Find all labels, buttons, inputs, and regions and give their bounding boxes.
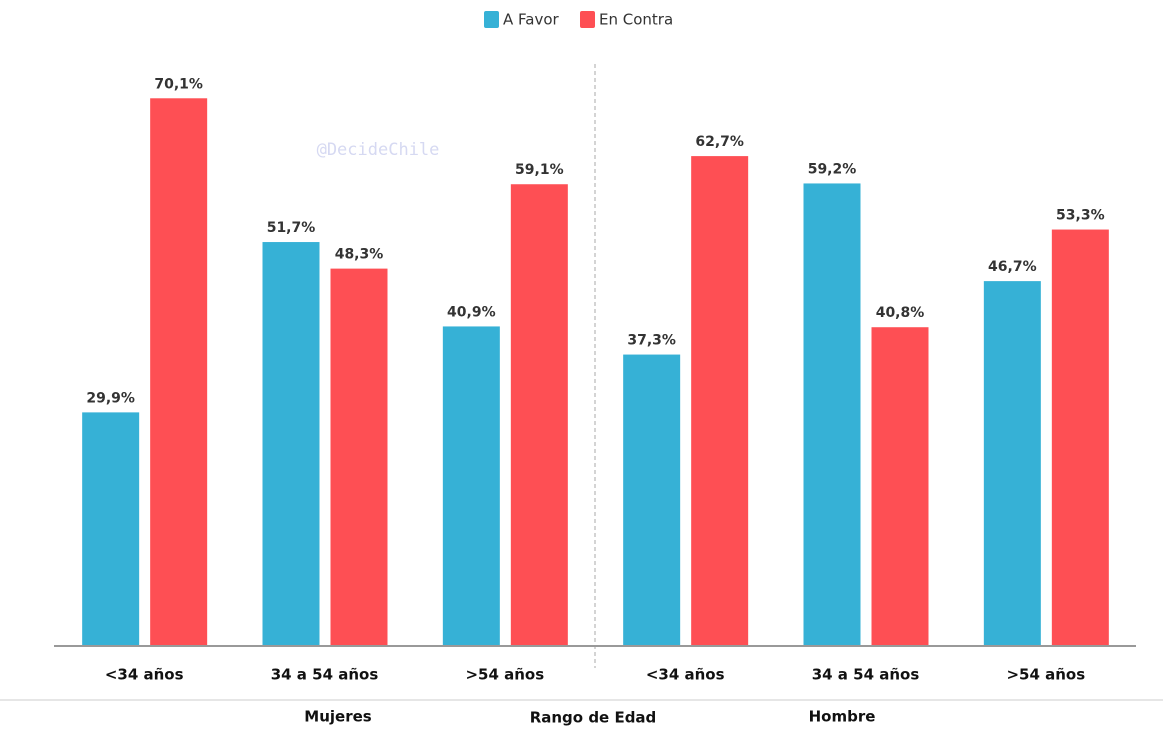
data-label: 37,3% <box>627 333 676 349</box>
x-tick-label: 34 a 54 años <box>271 666 379 684</box>
bar <box>691 156 749 646</box>
data-label: 70,1% <box>154 76 203 92</box>
data-label: 29,9% <box>86 390 135 406</box>
bar <box>1051 229 1109 647</box>
group-label: Hombre <box>809 708 876 726</box>
x-tick-label: >54 años <box>1006 666 1085 684</box>
x-tick-label: >54 años <box>465 666 544 684</box>
data-label: 59,2% <box>808 161 857 177</box>
legend-swatch <box>484 11 499 28</box>
x-tick-label: <34 años <box>646 666 725 684</box>
bar <box>150 98 208 646</box>
data-label: 40,8% <box>876 305 925 321</box>
data-label: 62,7% <box>695 134 744 150</box>
data-label: 48,3% <box>335 247 384 263</box>
bar <box>983 281 1041 646</box>
bar <box>510 184 568 646</box>
x-tick-label: <34 años <box>105 666 184 684</box>
bar <box>330 268 388 646</box>
bar <box>262 242 320 646</box>
group-label: Mujeres <box>304 708 371 726</box>
data-label: 46,7% <box>988 259 1037 275</box>
data-label: 40,9% <box>447 304 496 320</box>
x-tick-label: 34 a 54 años <box>812 666 920 684</box>
legend-label: En Contra <box>599 11 673 29</box>
data-label: 51,7% <box>267 220 316 236</box>
bar <box>82 412 140 646</box>
bar <box>623 354 681 646</box>
watermark: @DecideChile <box>317 140 440 160</box>
x-axis-title: Rango de Edad <box>530 709 657 727</box>
bar <box>871 327 929 646</box>
bar <box>803 183 861 646</box>
data-label: 53,3% <box>1056 208 1105 224</box>
legend-label: A Favor <box>503 11 560 29</box>
legend-swatch <box>580 11 595 28</box>
data-label: 59,1% <box>515 162 564 178</box>
bar <box>442 326 500 646</box>
